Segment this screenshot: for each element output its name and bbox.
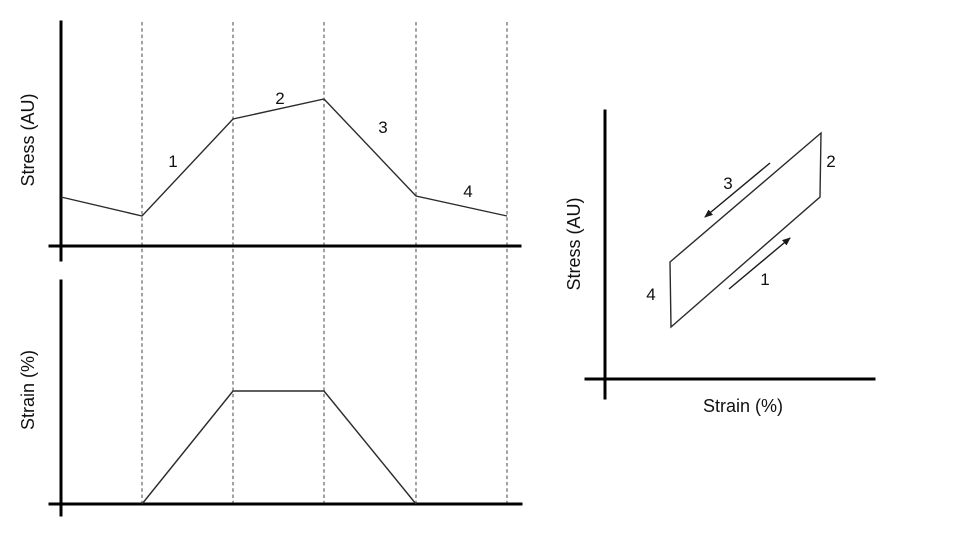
hysteresis-phase-label-4: 4 [646,285,655,304]
hysteresis-y-axis-label: Stress (AU) [564,197,584,290]
direction-arrows-layer [704,162,791,290]
hysteresis-phase-label-1: 1 [760,270,769,289]
stress_time-phase-label-4: 4 [463,182,472,201]
hysteresis-hysteresis-loop [669,131,822,329]
stress_time-phase-label-2: 2 [275,89,284,108]
hysteresis-x-axis-label: Strain (%) [703,396,783,416]
hysteresis-phase-label-3: 3 [723,174,732,193]
axes-layer [48,20,876,517]
stress-time-y-axis-label: Stress (AU) [18,93,38,186]
loading-arrow-icon [728,237,791,290]
phase-boundary-gridlines [141,22,508,504]
strain_time-curve [141,390,417,505]
strain-time-y-axis-label: Strain (%) [18,350,38,430]
curves-layer [60,98,822,505]
phase-labels-layer: 1 2 3 4 1 2 3 4 [168,89,835,304]
hysteresis-phase-label-2: 2 [826,152,835,171]
stress_time-curve [60,98,508,217]
unloading-arrow-icon [704,162,771,218]
stress_time-phase-label-3: 3 [378,118,387,137]
stress_time-phase-label-1: 1 [168,152,177,171]
